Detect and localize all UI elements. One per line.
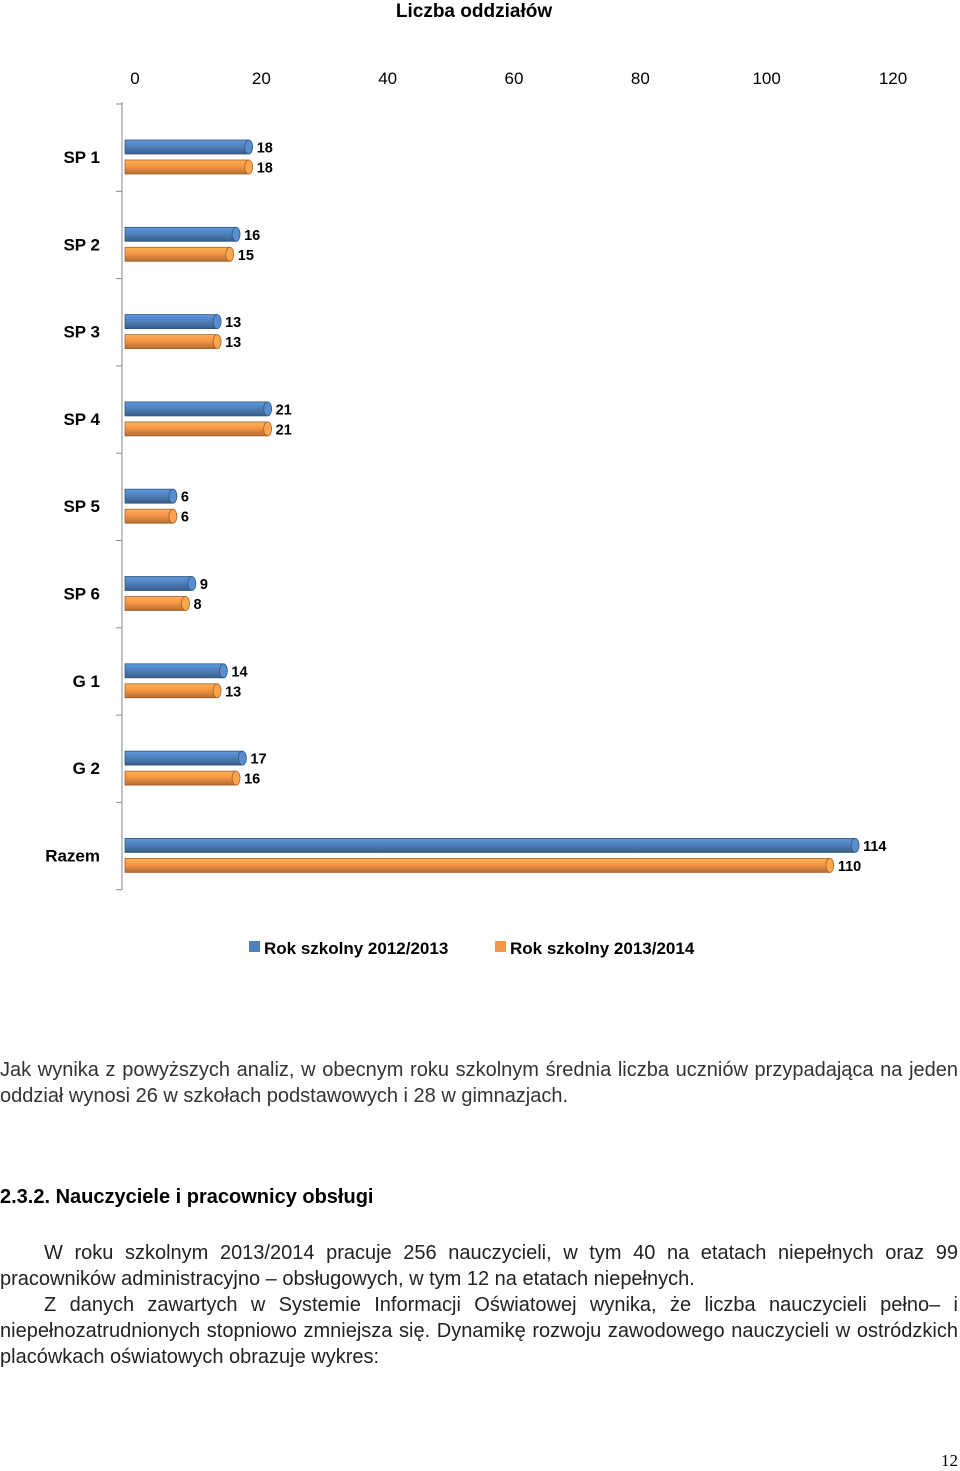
category-label: SP 1 [63,148,100,167]
body-text: W roku szkolnym 2013/2014 pracuje 256 na… [0,1240,958,1370]
bar-cap [219,663,228,679]
bar-value-label: 6 [181,510,189,526]
category-label: SP 2 [63,235,100,254]
bar [124,159,250,175]
x-tick-label: 40 [378,69,397,88]
bar-cap [825,858,835,873]
bar-cap [231,770,241,786]
chart-title: Liczba oddziałów [395,1,553,22]
bar [124,314,218,330]
bar [124,139,250,155]
bar [124,838,856,853]
bar-cap [212,683,222,699]
bar-cap [263,401,273,417]
bar-cap [225,246,235,262]
bar-value-label: 16 [244,772,260,788]
paragraph-sio: Z danych zawartych w Systemie Informacji… [0,1294,958,1368]
bar-cap [212,334,222,350]
bar [124,683,218,699]
bar [124,508,174,524]
bar-value-label: 8 [194,597,202,613]
bar [124,750,243,766]
legend-swatch [249,941,260,952]
category-label: SP 3 [63,323,100,342]
bar-value-label: 114 [863,839,886,855]
bar-cap [237,750,247,766]
category-label: SP 6 [63,585,100,604]
bar-cap [244,139,254,155]
bar [124,334,218,350]
page-number: 12 [941,1451,958,1470]
bar [124,401,269,417]
legend-label: Rok szkolny 2012/2013 [264,939,448,958]
bar [124,226,237,242]
x-tick-label: 120 [879,69,907,88]
x-tick-label: 80 [631,69,650,88]
bar [124,421,269,437]
x-tick-label: 0 [130,69,139,88]
bar-value-label: 16 [244,228,260,244]
bar-value-label: 18 [257,161,273,177]
bar-value-label: 13 [225,335,241,351]
bar-value-label: 15 [238,248,254,264]
legend-label: Rok szkolny 2013/2014 [510,939,695,958]
x-tick-label: 60 [505,69,524,88]
bar-cap [168,488,178,504]
legend-swatch [495,941,506,952]
bar-cap [181,596,190,611]
bar-value-label: 21 [276,402,292,418]
bar-value-label: 17 [250,752,266,768]
analysis-paragraph: Jak wynika z powyższych analiz, w obecny… [0,1059,958,1107]
category-label: Razem [45,846,100,865]
bar-cap [231,226,241,242]
bar-value-label: 110 [838,859,861,875]
bar-cap [187,576,197,591]
bar-value-label: 9 [200,577,208,593]
bar [124,663,224,679]
bar-cap [168,508,178,524]
category-label: SP 4 [63,410,100,429]
bar-chart: 0 20 40 60 80 100 120 SP 1 18 18 SP 2 16 15 SP 3 13 13 S… [45,69,907,958]
bar [124,488,174,504]
bar-value-label: 13 [225,315,241,331]
category-label: SP 5 [63,497,100,516]
category-label: G 2 [73,759,100,778]
bar [124,858,831,873]
bar-cap [244,159,254,175]
bar-cap [212,314,222,330]
bar-value-label: 21 [276,422,292,438]
bar [124,576,193,591]
bar [124,246,231,262]
bar-value-label: 6 [181,490,189,506]
bar [124,770,237,786]
x-tick-label: 20 [252,69,271,88]
category-label: G 1 [73,672,100,691]
bar-cap [263,421,273,437]
bar-value-label: 13 [225,684,241,700]
bar-value-label: 18 [257,141,273,157]
bar-cap [850,838,860,853]
section-heading: 2.3.2. Nauczyciele i pracownicy obsługi [0,1186,374,1208]
bar-value-label: 14 [231,664,247,680]
paragraph-staff: W roku szkolnym 2013/2014 pracuje 256 na… [0,1242,958,1290]
x-tick-label: 100 [752,69,780,88]
bar [124,596,186,611]
